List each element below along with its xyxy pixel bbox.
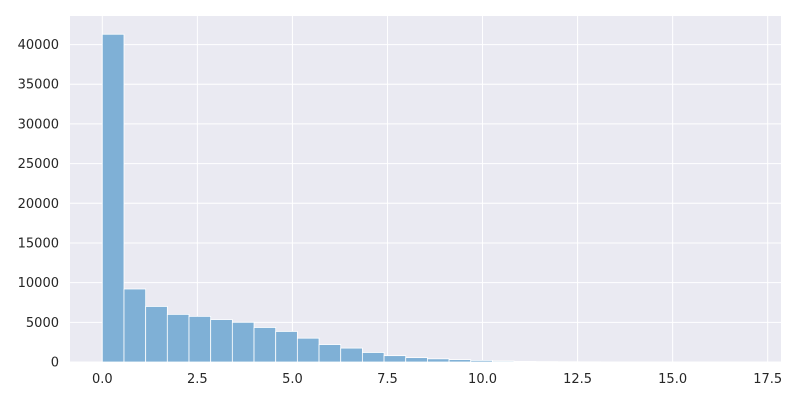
histogram-bars bbox=[101, 33, 753, 363]
y-tick-label-0: 0 bbox=[51, 356, 59, 371]
histogram-bar-6 bbox=[231, 321, 255, 363]
x-tick-label-3: 7.5 bbox=[377, 372, 398, 387]
x-tick-label-5: 12.5 bbox=[563, 372, 592, 387]
y-tick-label-4: 20000 bbox=[18, 197, 59, 212]
x-axis-tick-labels: 0.0 2.5 5.0 7.5 10.0 12.5 15.0 17.5 bbox=[92, 372, 782, 387]
histogram-bar-3 bbox=[166, 313, 190, 363]
x-tick-label-2: 5.0 bbox=[282, 372, 303, 387]
x-tick-label-6: 15.0 bbox=[658, 372, 687, 387]
histogram-bar-14 bbox=[405, 357, 428, 363]
plot-background bbox=[70, 16, 781, 362]
histogram-bar-10 bbox=[318, 344, 342, 363]
y-tick-label-2: 10000 bbox=[18, 276, 59, 291]
histogram-bar-19 bbox=[513, 360, 537, 363]
y-tick-label-7: 35000 bbox=[18, 78, 59, 93]
histogram-bar-15 bbox=[427, 358, 450, 363]
x-tick-label-1: 2.5 bbox=[187, 372, 208, 387]
histogram-bar-0 bbox=[101, 33, 125, 363]
histogram-bar-4 bbox=[188, 315, 212, 363]
x-tick-label-0: 0.0 bbox=[92, 372, 113, 387]
histogram-bar-1 bbox=[123, 288, 147, 363]
histogram-bar-7 bbox=[253, 327, 277, 363]
histogram-bar-12 bbox=[361, 352, 385, 363]
histogram-bar-2 bbox=[145, 306, 168, 363]
y-tick-label-1: 5000 bbox=[26, 316, 59, 331]
y-tick-label-8: 40000 bbox=[18, 38, 59, 53]
histogram-bar-11 bbox=[340, 347, 363, 363]
histogram-bar-16 bbox=[448, 359, 472, 363]
y-tick-label-5: 25000 bbox=[18, 157, 59, 172]
y-tick-label-6: 30000 bbox=[18, 117, 59, 132]
x-tick-label-7: 17.5 bbox=[753, 372, 782, 387]
histogram-bar-9 bbox=[296, 337, 320, 363]
histogram-bar-8 bbox=[275, 331, 298, 363]
y-axis-tick-labels: 0 5000 10000 15000 20000 25000 30000 35000 40000 bbox=[18, 38, 59, 370]
histogram-bar-18 bbox=[492, 360, 515, 363]
histogram-bar-5 bbox=[210, 319, 233, 363]
histogram-bar-13 bbox=[383, 355, 407, 363]
grid-lines bbox=[70, 16, 781, 363]
y-tick-label-3: 15000 bbox=[18, 236, 59, 251]
x-tick-label-4: 10.0 bbox=[468, 372, 497, 387]
histogram-bar-17 bbox=[470, 360, 493, 363]
